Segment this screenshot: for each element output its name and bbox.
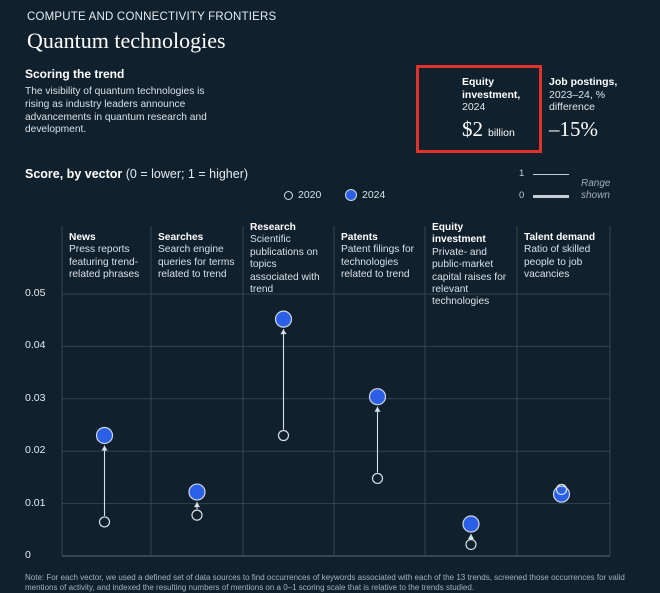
point-2020-overlay <box>555 483 568 496</box>
point-2024 <box>274 310 293 328</box>
vector-description: Private- and public-market capital raise… <box>432 246 507 308</box>
legend-2024: 2024 <box>345 189 385 201</box>
y-tick-label: 0.02 <box>25 444 46 457</box>
chart-subtitle: (0 = lower; 1 = higher) <box>125 167 249 181</box>
equity-highlight-box <box>416 65 542 153</box>
vector-header: Searches Search engine queries for terms … <box>158 232 236 282</box>
y-tick-label: 0.01 <box>25 496 46 509</box>
section-label: COMPUTE AND CONNECTIVITY FRONTIERS <box>27 11 277 23</box>
equity-investment-unit: billion <box>488 127 515 139</box>
change-arrow-head <box>194 502 200 508</box>
point-2024 <box>188 483 206 501</box>
vector-header: News Press reports featuring trend-relate… <box>69 232 144 282</box>
vector-name: Patents <box>341 232 378 243</box>
vector-name: Searches <box>158 232 204 243</box>
page-title: Quantum technologies <box>27 28 226 53</box>
job-postings-label: Job postings, 2023–24, % difference <box>549 76 621 114</box>
range-low-line <box>533 195 569 198</box>
change-arrow-head <box>280 329 287 335</box>
job-postings-title: Job postings, <box>549 76 618 88</box>
vector-header: Talent demand Ratio of skilled people to … <box>524 232 603 282</box>
point-2024 <box>462 515 480 533</box>
change-arrow-head <box>101 445 108 451</box>
y-tick-label: 0.04 <box>25 339 46 352</box>
equity-investment-label: Equity investment, 2024 <box>462 76 532 114</box>
change-arrow-head <box>468 534 474 540</box>
vector-header: Equity investment Private- and public-mar… <box>432 222 510 309</box>
y-tick-label: 0.03 <box>25 391 46 404</box>
trend-heading: Scoring the trend <box>25 67 125 81</box>
vector-description: Press reports featuring trend-related ph… <box>69 244 140 281</box>
point-2024 <box>368 388 387 406</box>
legend-2020-label: 2020 <box>298 189 322 201</box>
equity-investment-year: 2024 <box>462 101 486 114</box>
point-2020 <box>277 429 290 442</box>
chart-title: Score, by vector (0 = lower; 1 = higher) <box>25 167 248 181</box>
vector-name: News <box>69 232 96 243</box>
equity-investment-amount: $2 <box>462 117 483 141</box>
vector-name: Equity investment <box>432 222 486 246</box>
legend-dot-icon <box>345 189 357 201</box>
vector-description: Search engine queries for terms related … <box>158 244 235 281</box>
vector-description: Scientific publications on topics associ… <box>250 234 320 296</box>
y-tick-label: 0.05 <box>25 287 46 299</box>
vector-name: Talent demand <box>524 232 596 243</box>
legend-2020: 2020 <box>284 189 321 201</box>
vector-description: Patent filings for technologies related … <box>341 244 415 281</box>
range-low-label: 0 <box>519 190 525 201</box>
vector-name: Research <box>250 222 296 233</box>
vector-header: Research Scientific publications on topic… <box>250 222 327 296</box>
footnote: Note: For each vector, we used a defined… <box>25 573 625 592</box>
point-2020 <box>465 538 477 551</box>
point-2020 <box>98 516 111 528</box>
job-postings-period: 2023–24, % difference <box>549 88 606 114</box>
legend-ring-icon <box>284 190 293 200</box>
equity-investment-value: $2 billion <box>462 117 515 142</box>
trend-description: The visibility of quantum technologies i… <box>25 86 207 136</box>
range-high-label: 1 <box>519 168 525 179</box>
legend-2024-label: 2024 <box>362 189 386 201</box>
range-high-line <box>533 174 569 175</box>
equity-investment-title: Equity investment, <box>462 76 521 101</box>
y-tick-label: 0 <box>25 549 31 561</box>
change-arrow-head <box>374 406 381 412</box>
point-2024 <box>95 426 114 445</box>
point-2020 <box>191 509 203 521</box>
vector-description: Ratio of skilled people to job vacancies <box>524 244 591 281</box>
range-shown-label: Range shown <box>581 178 611 201</box>
vector-header: Patents Patent filings for technologies r… <box>341 232 418 282</box>
job-postings-value: –15% <box>549 117 598 141</box>
chart-title-main: Score, by vector <box>25 167 123 181</box>
point-2020 <box>371 472 384 485</box>
